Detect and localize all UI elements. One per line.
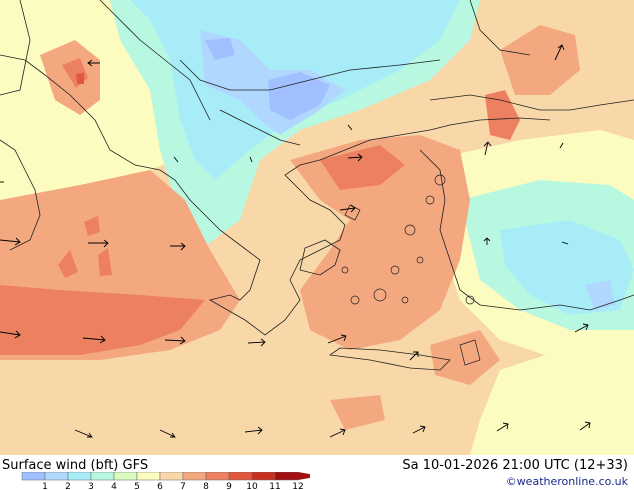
scale-swatch-1 bbox=[21, 472, 46, 481]
scale-label-9: 9 bbox=[226, 482, 232, 490]
wind-zone-east-blue bbox=[585, 280, 615, 310]
wind-zone-nw-red-core bbox=[76, 73, 84, 84]
wind-zone-west-red-patch-3 bbox=[84, 216, 100, 236]
map-footer: Surface wind (bft) GFS Sa 10-01-2026 21:… bbox=[0, 455, 634, 490]
credit-link[interactable]: ©weatheronline.co.uk bbox=[505, 475, 628, 488]
wind-zone-west-red-patch-2 bbox=[98, 248, 112, 276]
scale-label-3: 3 bbox=[88, 482, 94, 490]
wind-zone-west-red-patch bbox=[58, 250, 78, 278]
wind-zone-west-red bbox=[0, 285, 205, 355]
wind-zone-aegean-red bbox=[320, 145, 405, 190]
scale-label-1: 1 bbox=[42, 482, 48, 490]
scale-label-4: 4 bbox=[111, 482, 117, 490]
scale-label-10: 10 bbox=[246, 482, 258, 490]
scale-swatch-11 bbox=[251, 472, 276, 481]
islands bbox=[341, 174, 481, 366]
wind-zone-south-east-orange bbox=[430, 330, 500, 385]
beaufort-scale-bar: 1 2 3 4 5 6 7 8 9 10 11 12 bbox=[21, 472, 310, 490]
coastlines bbox=[0, 0, 634, 371]
map-title: Surface wind (bft) GFS bbox=[2, 458, 149, 473]
scale-label-5: 5 bbox=[134, 482, 140, 490]
scale-label-11: 11 bbox=[269, 482, 280, 490]
scale-swatch-12 bbox=[274, 472, 299, 481]
scale-swatch-5 bbox=[113, 472, 138, 481]
scale-swatch-7 bbox=[159, 472, 184, 481]
scale-swatch-3 bbox=[67, 472, 92, 481]
scale-swatch-8 bbox=[182, 472, 207, 481]
wind-zone-south-orange bbox=[330, 395, 385, 430]
scale-label-8: 8 bbox=[203, 482, 209, 490]
wind-arrows bbox=[0, 44, 591, 438]
scale-label-2: 2 bbox=[65, 482, 71, 490]
wind-zone-blue-patch bbox=[205, 38, 235, 60]
scale-swatch-9 bbox=[205, 472, 230, 481]
wind-zone-south-east-pale bbox=[470, 350, 634, 455]
scale-swatch-4 bbox=[90, 472, 115, 481]
scale-label-12: 12 bbox=[292, 482, 303, 490]
wind-map bbox=[0, 0, 634, 455]
scale-swatch-2 bbox=[44, 472, 69, 481]
wind-zone-blue-patch-2 bbox=[268, 72, 330, 120]
wind-zone-aegean-orange bbox=[290, 135, 470, 350]
scale-swatch-10 bbox=[228, 472, 253, 481]
wind-zone-ne-orange bbox=[500, 25, 580, 95]
scale-label-7: 7 bbox=[180, 482, 186, 490]
scale-swatch-6 bbox=[136, 472, 161, 481]
forecast-datetime: Sa 10-01-2026 21:00 UTC (12+33) bbox=[402, 458, 628, 473]
scale-arrow-tip bbox=[298, 472, 310, 480]
scale-label-6: 6 bbox=[157, 482, 163, 490]
